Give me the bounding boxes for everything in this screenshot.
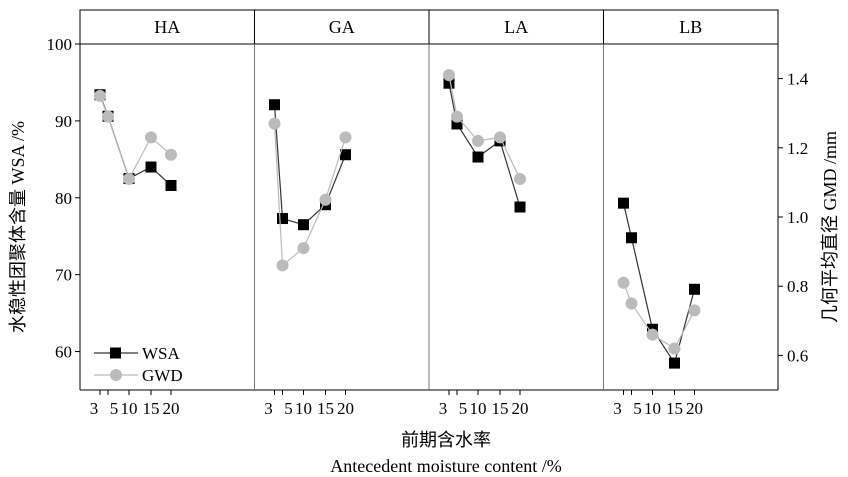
legend-label-gwd: GWD — [142, 366, 183, 385]
legend-marker-wsa — [110, 347, 121, 359]
gwd-point — [451, 110, 463, 123]
x-tick-label: 20 — [163, 399, 180, 418]
gwd-point — [339, 131, 352, 144]
gwd-point — [443, 69, 455, 82]
wsa-point — [472, 151, 484, 163]
gwd-point — [688, 304, 701, 317]
x-tick-label: 10 — [644, 399, 661, 418]
y-left-tick-label: 70 — [55, 266, 72, 285]
x-axis-title-english: Antecedent moisture content /% — [330, 456, 561, 476]
x-tick-label: 15 — [666, 399, 683, 418]
legend-label-wsa: WSA — [142, 344, 181, 363]
x-tick-label: 3 — [264, 399, 273, 418]
gwd-point — [646, 328, 659, 341]
series-layer — [94, 69, 701, 369]
x-tick-label: 3 — [90, 399, 99, 418]
wsa-point — [626, 232, 637, 244]
wsa-line-la — [448, 83, 521, 208]
wsa-point — [269, 99, 280, 111]
x-tick-label: 5 — [284, 399, 293, 418]
y-axis-left-title: 水稳性团聚体含量 WSA /% — [8, 121, 28, 333]
wsa-point — [298, 219, 309, 231]
legend: WSA GWD — [94, 344, 183, 385]
gwd-point — [514, 172, 526, 185]
x-tick-label: 5 — [633, 399, 642, 418]
y-left-tick-label: 90 — [55, 112, 72, 131]
wsa-line-ha — [99, 94, 172, 186]
y-right-tick-label: 1.0 — [787, 208, 808, 227]
gwd-point — [102, 110, 114, 123]
gwd-line-ha — [99, 95, 172, 181]
wsa-point — [145, 161, 157, 173]
wsa-point — [165, 179, 177, 191]
x-tick-label: 20 — [686, 399, 703, 418]
gwd-point — [668, 342, 681, 355]
panel-titles: HA GA LA LB — [154, 17, 702, 37]
panel-title-la: LA — [504, 17, 528, 37]
wsa-point — [277, 213, 288, 225]
panel-frames — [79, 9, 779, 391]
gwd-point — [617, 276, 630, 289]
gwd-point — [145, 131, 157, 144]
wsa-point — [669, 357, 680, 369]
gwd-point — [94, 89, 106, 102]
y-right-tick-label: 0.8 — [787, 277, 808, 296]
x-tick-label: 10 — [121, 399, 138, 418]
x-tick-label: 3 — [439, 399, 448, 418]
panel-title-ha: HA — [154, 17, 180, 37]
wsa-point — [443, 77, 455, 89]
x-tick-label: 5 — [459, 399, 468, 418]
x-tick-label: 3 — [613, 399, 622, 418]
x-tick-label: 15 — [492, 399, 509, 418]
wsa-point — [514, 201, 526, 213]
wsa-point — [340, 149, 351, 161]
y-right-tick-label: 0.6 — [787, 346, 808, 365]
y-left-tick-label: 60 — [55, 343, 72, 362]
y-left-tick-label: 100 — [47, 35, 73, 54]
x-tick-label: 10 — [470, 399, 487, 418]
wsa-point — [451, 118, 463, 130]
panel-title-ga: GA — [329, 17, 355, 37]
y-axis-right-title: 几何平均直径 GMD /mm — [820, 131, 840, 323]
gwd-point — [494, 131, 506, 144]
gwd-point — [297, 242, 310, 255]
gwd-point — [472, 134, 484, 147]
y-left-tick-label: 80 — [55, 189, 72, 208]
x-tick-label: 15 — [143, 399, 160, 418]
x-tick-label: 10 — [295, 399, 312, 418]
gwd-point — [319, 193, 332, 206]
gwd-line-lb — [622, 282, 696, 350]
left-y-axis: 60 70 80 90 100 — [47, 35, 80, 362]
x-axis: 3 5 10 15 20 3 5 10 15 20 3 5 10 15 20 3 5 10 15 20 — [90, 390, 703, 418]
x-tick-label: 15 — [317, 399, 334, 418]
gwd-point — [276, 259, 289, 272]
gwd-line-ga — [273, 123, 347, 267]
legend-marker-gwd — [110, 369, 122, 381]
y-right-tick-label: 1.2 — [787, 139, 808, 158]
x-tick-label: 20 — [512, 399, 529, 418]
wsa-line-ga — [273, 104, 347, 226]
gwd-point — [165, 148, 177, 161]
y-right-tick-label: 1.4 — [787, 70, 809, 89]
panel-title-lb: LB — [679, 17, 702, 37]
wsa-point — [618, 197, 629, 209]
gwd-point — [268, 117, 281, 130]
x-tick-label: 5 — [110, 399, 119, 418]
gwd-point — [123, 172, 135, 185]
gwd-point — [625, 297, 638, 310]
x-axis-title-chinese: 前期含水率 — [401, 430, 491, 450]
wsa-point — [689, 283, 700, 295]
x-tick-label: 20 — [337, 399, 354, 418]
right-y-axis: 0.6 0.8 1.0 1.2 1.4 — [778, 70, 809, 365]
